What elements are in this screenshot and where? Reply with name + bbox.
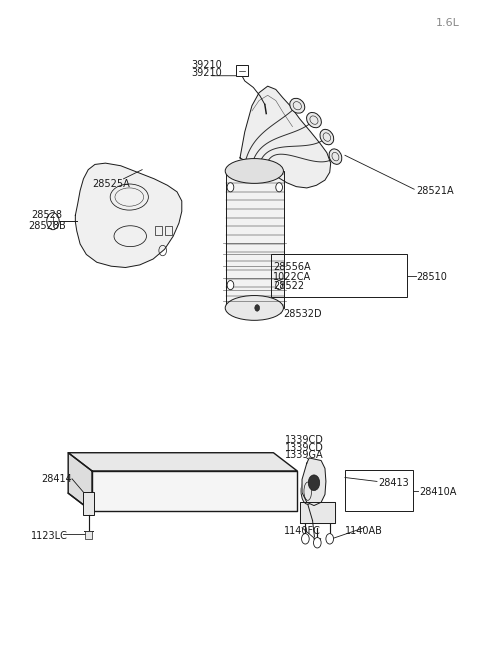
Text: 28414: 28414 bbox=[41, 474, 72, 484]
Polygon shape bbox=[92, 471, 297, 512]
Polygon shape bbox=[236, 66, 248, 76]
Text: 1123LC: 1123LC bbox=[31, 531, 68, 541]
Text: 39210: 39210 bbox=[191, 68, 222, 78]
Ellipse shape bbox=[225, 159, 283, 183]
Polygon shape bbox=[68, 453, 92, 512]
Text: 1339GA: 1339GA bbox=[285, 451, 324, 460]
Ellipse shape bbox=[329, 149, 342, 164]
Circle shape bbox=[301, 534, 309, 544]
Circle shape bbox=[276, 183, 282, 192]
Ellipse shape bbox=[320, 129, 334, 145]
Text: 1140FC: 1140FC bbox=[284, 526, 321, 536]
Polygon shape bbox=[75, 163, 182, 267]
Text: 1140AB: 1140AB bbox=[345, 526, 383, 536]
Ellipse shape bbox=[225, 295, 283, 320]
Text: 28410A: 28410A bbox=[419, 487, 456, 497]
Text: 28532D: 28532D bbox=[283, 309, 322, 320]
Text: 1.6L: 1.6L bbox=[436, 18, 459, 28]
Text: 1339CD: 1339CD bbox=[285, 443, 324, 453]
Text: 28413: 28413 bbox=[378, 477, 409, 488]
Polygon shape bbox=[300, 502, 336, 523]
Circle shape bbox=[47, 213, 59, 230]
Circle shape bbox=[255, 305, 260, 311]
Text: 28528: 28528 bbox=[31, 210, 62, 220]
Polygon shape bbox=[240, 86, 331, 188]
Text: 1339CD: 1339CD bbox=[285, 435, 324, 445]
Polygon shape bbox=[226, 171, 284, 308]
Polygon shape bbox=[68, 453, 297, 471]
Text: 28522: 28522 bbox=[274, 281, 304, 291]
Text: 28521A: 28521A bbox=[417, 185, 454, 196]
Ellipse shape bbox=[290, 98, 305, 113]
Polygon shape bbox=[83, 492, 95, 515]
Circle shape bbox=[227, 280, 234, 290]
Circle shape bbox=[276, 280, 282, 290]
Text: 28528B: 28528B bbox=[28, 221, 66, 231]
Circle shape bbox=[313, 538, 321, 548]
Text: 39210: 39210 bbox=[191, 60, 222, 70]
Polygon shape bbox=[302, 458, 326, 506]
Ellipse shape bbox=[307, 113, 322, 128]
Text: 28525A: 28525A bbox=[92, 179, 130, 189]
Text: 28510: 28510 bbox=[417, 272, 447, 282]
Circle shape bbox=[308, 475, 320, 491]
Polygon shape bbox=[85, 531, 92, 539]
Circle shape bbox=[227, 183, 234, 192]
Text: 1022CA: 1022CA bbox=[274, 272, 312, 282]
Text: 28556A: 28556A bbox=[274, 263, 311, 272]
Circle shape bbox=[326, 534, 334, 544]
Ellipse shape bbox=[301, 478, 314, 504]
